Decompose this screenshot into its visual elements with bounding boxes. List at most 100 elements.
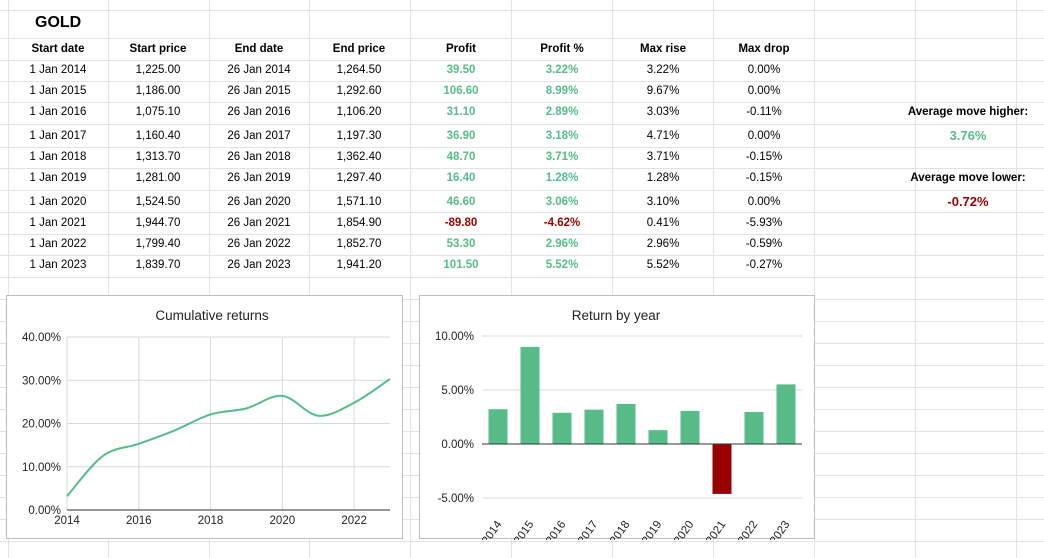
table-cell[interactable]: 1,362.40 bbox=[336, 151, 382, 163]
table-cell[interactable]: 26 Jan 2018 bbox=[227, 151, 291, 163]
bar-2020[interactable] bbox=[680, 410, 700, 444]
table-cell[interactable]: 1 Jan 2015 bbox=[29, 85, 87, 97]
avg-higher-label[interactable]: Average move higher: bbox=[907, 106, 1029, 118]
table-cell[interactable]: -0.59% bbox=[745, 238, 783, 250]
bar-2019[interactable] bbox=[648, 430, 668, 444]
cumulative-returns-chart[interactable]: Cumulative returns 0.00% 10.00% 20.00% 30.0… bbox=[6, 295, 403, 539]
bar-2022[interactable] bbox=[744, 412, 764, 444]
table-cell[interactable]: 101.50 bbox=[443, 259, 479, 271]
table-cell[interactable]: 3.03% bbox=[646, 106, 680, 118]
header-cell[interactable]: End date bbox=[234, 43, 284, 55]
table-cell[interactable]: -89.80 bbox=[444, 217, 478, 229]
header-cell[interactable]: Max drop bbox=[738, 43, 790, 55]
avg-lower-value[interactable]: -0.72% bbox=[947, 194, 989, 209]
table-cell[interactable]: 0.00% bbox=[747, 85, 781, 97]
table-cell[interactable]: -0.15% bbox=[745, 151, 783, 163]
table-cell[interactable]: 1 Jan 2016 bbox=[29, 106, 87, 118]
bar-2015[interactable] bbox=[520, 346, 540, 444]
table-cell[interactable]: 1,281.00 bbox=[135, 172, 181, 184]
bar-2016[interactable] bbox=[552, 412, 572, 444]
bar-2014[interactable] bbox=[488, 409, 508, 444]
table-cell[interactable]: 26 Jan 2016 bbox=[227, 106, 291, 118]
table-cell[interactable]: 1,075.10 bbox=[135, 106, 181, 118]
table-cell[interactable]: 3.18% bbox=[545, 130, 579, 142]
table-cell[interactable]: 1 Jan 2021 bbox=[29, 217, 87, 229]
table-cell[interactable]: 5.52% bbox=[646, 259, 680, 271]
table-cell[interactable]: 48.70 bbox=[446, 151, 476, 163]
header-cell[interactable]: Max rise bbox=[639, 43, 687, 55]
table-cell[interactable]: 1 Jan 2020 bbox=[29, 196, 87, 208]
table-cell[interactable]: 26 Jan 2020 bbox=[227, 196, 291, 208]
table-cell[interactable]: 3.22% bbox=[646, 64, 680, 76]
table-cell[interactable]: 26 Jan 2021 bbox=[227, 217, 291, 229]
table-cell[interactable]: 1,292.60 bbox=[336, 85, 382, 97]
bar-2021[interactable] bbox=[712, 444, 732, 494]
table-cell[interactable]: 3.22% bbox=[545, 64, 579, 76]
table-cell[interactable]: -0.27% bbox=[745, 259, 783, 271]
table-cell[interactable]: 2.96% bbox=[646, 238, 680, 250]
table-cell[interactable]: 1,799.40 bbox=[135, 238, 181, 250]
table-cell[interactable]: -5.93% bbox=[745, 217, 783, 229]
header-cell[interactable]: End price bbox=[332, 43, 386, 55]
table-cell[interactable]: 1.28% bbox=[646, 172, 680, 184]
sheet-title[interactable]: GOLD bbox=[35, 14, 82, 31]
table-cell[interactable]: 5.52% bbox=[545, 259, 579, 271]
header-cell[interactable]: Profit bbox=[445, 43, 477, 55]
table-cell[interactable]: 4.71% bbox=[646, 130, 680, 142]
table-cell[interactable]: 16.40 bbox=[446, 172, 476, 184]
table-cell[interactable]: 26 Jan 2015 bbox=[227, 85, 291, 97]
bar-2023[interactable] bbox=[776, 384, 796, 444]
table-cell[interactable]: -0.15% bbox=[745, 172, 783, 184]
table-cell[interactable]: 1,313.70 bbox=[135, 151, 181, 163]
table-cell[interactable]: 31.10 bbox=[446, 106, 476, 118]
header-cell[interactable]: Start price bbox=[129, 43, 187, 55]
table-cell[interactable]: 1,524.50 bbox=[135, 196, 181, 208]
table-cell[interactable]: 3.06% bbox=[545, 196, 579, 208]
table-cell[interactable]: 26 Jan 2019 bbox=[227, 172, 291, 184]
table-cell[interactable]: 8.99% bbox=[545, 85, 579, 97]
table-cell[interactable]: 26 Jan 2023 bbox=[227, 259, 291, 271]
table-cell[interactable]: 0.41% bbox=[646, 217, 680, 229]
table-cell[interactable]: 1,944.70 bbox=[135, 217, 181, 229]
table-cell[interactable]: 0.00% bbox=[747, 64, 781, 76]
table-cell[interactable]: 39.50 bbox=[446, 64, 476, 76]
table-cell[interactable]: 1 Jan 2017 bbox=[29, 130, 87, 142]
table-cell[interactable]: 0.00% bbox=[747, 196, 781, 208]
header-cell[interactable]: Profit % bbox=[540, 43, 584, 55]
table-cell[interactable]: 1,186.00 bbox=[135, 85, 181, 97]
table-cell[interactable]: -4.62% bbox=[543, 217, 581, 229]
table-cell[interactable]: 26 Jan 2014 bbox=[227, 64, 291, 76]
table-cell[interactable]: -0.11% bbox=[746, 106, 782, 118]
table-cell[interactable]: 1,941.20 bbox=[336, 259, 382, 271]
table-cell[interactable]: 1,839.70 bbox=[135, 259, 181, 271]
avg-higher-value[interactable]: 3.76% bbox=[949, 128, 987, 143]
return-by-year-chart[interactable]: Return by year -5.00% 0.00% 5.00% 10.00% 201… bbox=[419, 295, 815, 540]
table-cell[interactable]: 1,571.10 bbox=[336, 196, 382, 208]
table-cell[interactable]: 26 Jan 2022 bbox=[227, 238, 291, 250]
table-cell[interactable]: 2.89% bbox=[545, 106, 579, 118]
table-cell[interactable]: 26 Jan 2017 bbox=[227, 130, 291, 142]
table-cell[interactable]: 1,852.70 bbox=[336, 238, 382, 250]
header-cell[interactable]: Start date bbox=[31, 43, 85, 55]
cumulative-returns-line[interactable] bbox=[66, 378, 391, 497]
table-cell[interactable]: 3.10% bbox=[646, 196, 680, 208]
avg-lower-label[interactable]: Average move lower: bbox=[910, 172, 1026, 184]
table-cell[interactable]: 1 Jan 2022 bbox=[29, 238, 87, 250]
table-cell[interactable]: 3.71% bbox=[545, 151, 579, 163]
table-cell[interactable]: 46.60 bbox=[446, 196, 476, 208]
table-cell[interactable]: 1,225.00 bbox=[135, 64, 181, 76]
table-cell[interactable]: 1,854.90 bbox=[336, 217, 382, 229]
table-cell[interactable]: 3.71% bbox=[646, 151, 680, 163]
table-cell[interactable]: 1,297.40 bbox=[336, 172, 382, 184]
table-cell[interactable]: 1,264.50 bbox=[336, 64, 382, 76]
table-cell[interactable]: 1,197.30 bbox=[336, 130, 382, 142]
table-cell[interactable]: 2.96% bbox=[545, 238, 579, 250]
table-cell[interactable]: 36.90 bbox=[446, 130, 476, 142]
table-cell[interactable]: 53.30 bbox=[446, 238, 476, 250]
table-cell[interactable]: 1,106.20 bbox=[336, 106, 382, 118]
table-cell[interactable]: 1 Jan 2019 bbox=[29, 172, 87, 184]
table-cell[interactable]: 106.60 bbox=[443, 85, 479, 97]
table-cell[interactable]: 1,160.40 bbox=[135, 130, 181, 142]
table-cell[interactable]: 1 Jan 2018 bbox=[29, 151, 87, 163]
bar-2018[interactable] bbox=[616, 403, 636, 444]
